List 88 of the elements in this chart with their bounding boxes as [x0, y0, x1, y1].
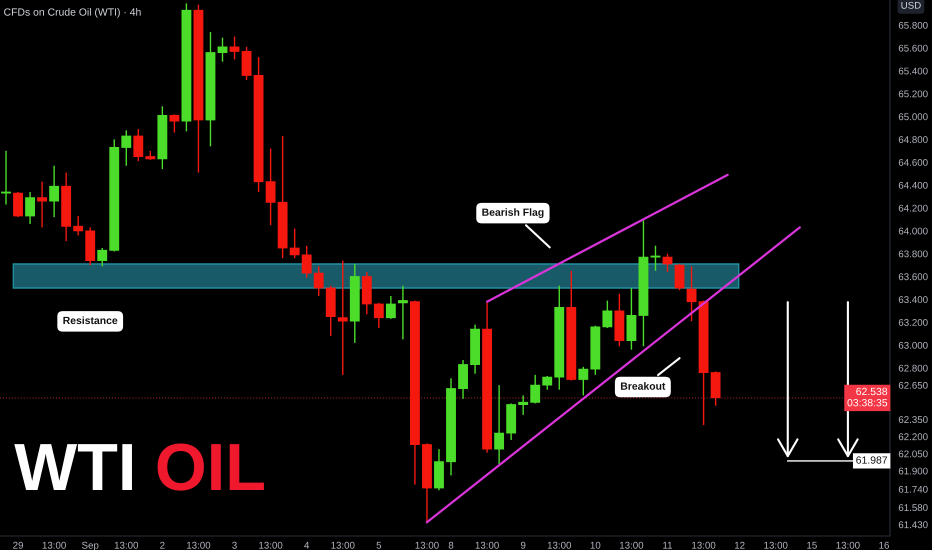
x-tick-label: 13:00 — [187, 542, 210, 549]
x-tick-label: 13:00 — [836, 542, 860, 549]
candlestick — [25, 191, 35, 225]
x-tick-label: 13:00 — [548, 542, 572, 549]
y-tick-label: 62.800 — [898, 364, 928, 372]
x-tick-label: 13:00 — [331, 542, 355, 549]
y-tick-label: 65.600 — [898, 44, 928, 52]
x-tick-label: 12 — [734, 542, 745, 549]
candlestick — [302, 245, 312, 278]
candlestick — [49, 165, 60, 218]
y-tick-label: 62.350 — [898, 416, 928, 424]
y-tick-label: 63.000 — [898, 342, 928, 349]
y-tick-label: 62.200 — [898, 433, 928, 440]
x-tick-label: 13:00 — [259, 542, 282, 549]
candlestick — [686, 266, 696, 322]
x-tick-label: 13:00 — [42, 542, 66, 549]
annotation: Breakout — [620, 382, 666, 390]
y-tick-label: 63.200 — [898, 319, 928, 326]
candlestick — [674, 263, 684, 291]
candlestick — [230, 36, 240, 60]
candlestick — [662, 253, 672, 273]
x-tick-label: 3 — [232, 542, 237, 549]
candlestick — [314, 266, 324, 297]
x-tick-label: 15 — [807, 542, 817, 549]
x-tick-label: 13:00 — [764, 542, 788, 549]
candlestick — [290, 228, 300, 259]
y-tick-label: 63.600 — [898, 273, 928, 280]
annotation: Bearish Flag — [482, 208, 544, 218]
y-tick-label: 62.650 — [898, 382, 928, 389]
y-tick-label: 61.740 — [898, 486, 928, 493]
candlestick — [121, 130, 132, 166]
y-tick-label: 63.800 — [898, 250, 928, 258]
y-tick-label: 64.400 — [898, 182, 928, 189]
y-tick-label: 65.200 — [898, 90, 928, 98]
x-tick-label: 13:00 — [620, 542, 644, 549]
candlestick — [1, 150, 11, 206]
candlestick — [218, 37, 228, 62]
x-tick-label: 13:00 — [114, 542, 138, 549]
x-tick-label: 11 — [663, 542, 672, 549]
text: CFDs on Crude Oil (WTI) · 4h — [4, 8, 141, 18]
x-tick-label: 10 — [590, 542, 600, 549]
y-axis-title: USD — [901, 2, 921, 9]
candlestick — [338, 260, 348, 376]
y-tick-label: 64.200 — [898, 204, 928, 212]
candlestick — [398, 285, 408, 340]
x-tick-label: 8 — [448, 542, 454, 549]
candlestick — [494, 384, 504, 465]
x-tick-label: 13:00 — [692, 542, 716, 549]
y-tick-label: 62.050 — [898, 450, 928, 458]
candlestick — [578, 366, 588, 396]
candlestick — [374, 302, 384, 329]
y-tick-label: 64.000 — [898, 228, 928, 234]
ref-line-label: 61.987 — [856, 456, 888, 464]
candlestick — [518, 394, 528, 416]
y-tick-label: 65.800 — [898, 22, 928, 29]
candlestick — [458, 359, 468, 400]
text: WTI OIL — [14, 443, 264, 491]
y-tick-label: 63.400 — [898, 296, 928, 304]
candlestick — [37, 181, 48, 228]
candlestick — [169, 114, 180, 134]
y-tick-label: 61.430 — [898, 521, 928, 528]
x-tick-label: 13:00 — [476, 542, 499, 549]
y-tick-label: 65.400 — [898, 68, 928, 74]
y-tick-label: 61.580 — [898, 504, 928, 512]
candlestick — [145, 150, 156, 161]
candlestick — [13, 191, 23, 218]
x-tick-label: 5 — [376, 542, 382, 549]
candlestick — [650, 245, 660, 272]
x-tick-label: 4 — [304, 542, 310, 549]
candlestick — [602, 300, 612, 329]
y-tick-label: 64.800 — [898, 136, 928, 144]
candlestick — [530, 374, 540, 404]
x-tick-label: 16 — [879, 542, 889, 549]
x-tick-label: 13:00 — [416, 542, 439, 549]
candlestick — [73, 215, 84, 236]
x-tick-label: 2 — [160, 542, 165, 549]
candlestick — [97, 247, 108, 267]
candlestick — [386, 295, 396, 320]
candlestick — [266, 148, 276, 226]
y-tick-label: 61.900 — [898, 468, 928, 474]
x-tick-label: 9 — [520, 542, 526, 549]
x-tick-label: 29 — [13, 542, 23, 549]
y-tick-label: 64.600 — [898, 159, 928, 166]
band-label: Resistance — [63, 316, 118, 324]
y-tick-label: 65.000 — [898, 113, 928, 120]
candlestick — [542, 375, 552, 390]
candlestick — [133, 128, 144, 162]
ref-line-label: 62.538 03:38:35 — [847, 388, 888, 406]
